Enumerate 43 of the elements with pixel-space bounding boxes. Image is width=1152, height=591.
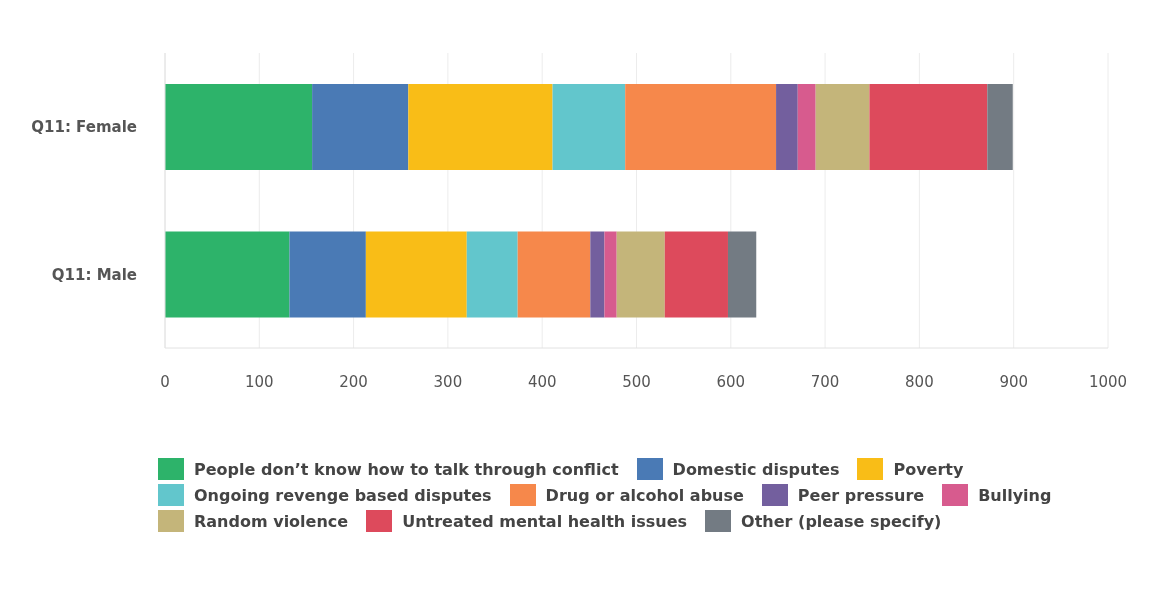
bar (625, 84, 777, 170)
bar (165, 84, 313, 170)
legend-label: People don’t know how to talk through conflict (194, 459, 619, 479)
legend-label: Domestic disputes (672, 459, 840, 479)
legend-label: Peer pressure (797, 485, 925, 505)
y-tick-label: Q11: Male (51, 265, 137, 284)
bar (517, 231, 591, 318)
bar (365, 231, 467, 318)
legend-label: Bullying (978, 485, 1052, 505)
legend-label: Untreated mental health issues (402, 511, 688, 531)
bar (289, 231, 366, 318)
bar (815, 84, 870, 170)
bar (664, 231, 728, 318)
x-tick-label: 900 (999, 372, 1029, 391)
x-tick-label: 100 (244, 372, 274, 391)
bar (604, 231, 617, 318)
bar (869, 84, 988, 170)
legend-label: Ongoing revenge based disputes (194, 485, 492, 505)
bar (312, 84, 409, 170)
legend-label: Drug or alcohol abuse (545, 485, 744, 505)
x-tick-label: 1000 (1088, 372, 1128, 391)
bar (776, 84, 798, 170)
legend-label: Random violence (194, 511, 349, 531)
bar (408, 84, 553, 170)
x-tick-label: 700 (810, 372, 840, 391)
bar (466, 231, 518, 318)
y-tick-label: Q11: Female (31, 118, 137, 137)
bar (616, 231, 665, 318)
bar (552, 84, 626, 170)
x-tick-label: 300 (433, 372, 463, 391)
bar (590, 231, 605, 318)
x-tick-label: 400 (527, 372, 557, 391)
bar (797, 84, 816, 170)
bar (987, 84, 1013, 170)
x-tick-label: 500 (622, 372, 651, 391)
bar (165, 231, 290, 318)
x-tick-label: 600 (716, 372, 746, 391)
legend-label: Poverty (893, 459, 964, 479)
x-tick-label: 200 (339, 372, 368, 391)
x-tick-label: 0 (160, 372, 170, 391)
bar (727, 231, 757, 318)
x-tick-label: 800 (905, 372, 934, 391)
legend-label: Other (please specify) (741, 511, 942, 531)
